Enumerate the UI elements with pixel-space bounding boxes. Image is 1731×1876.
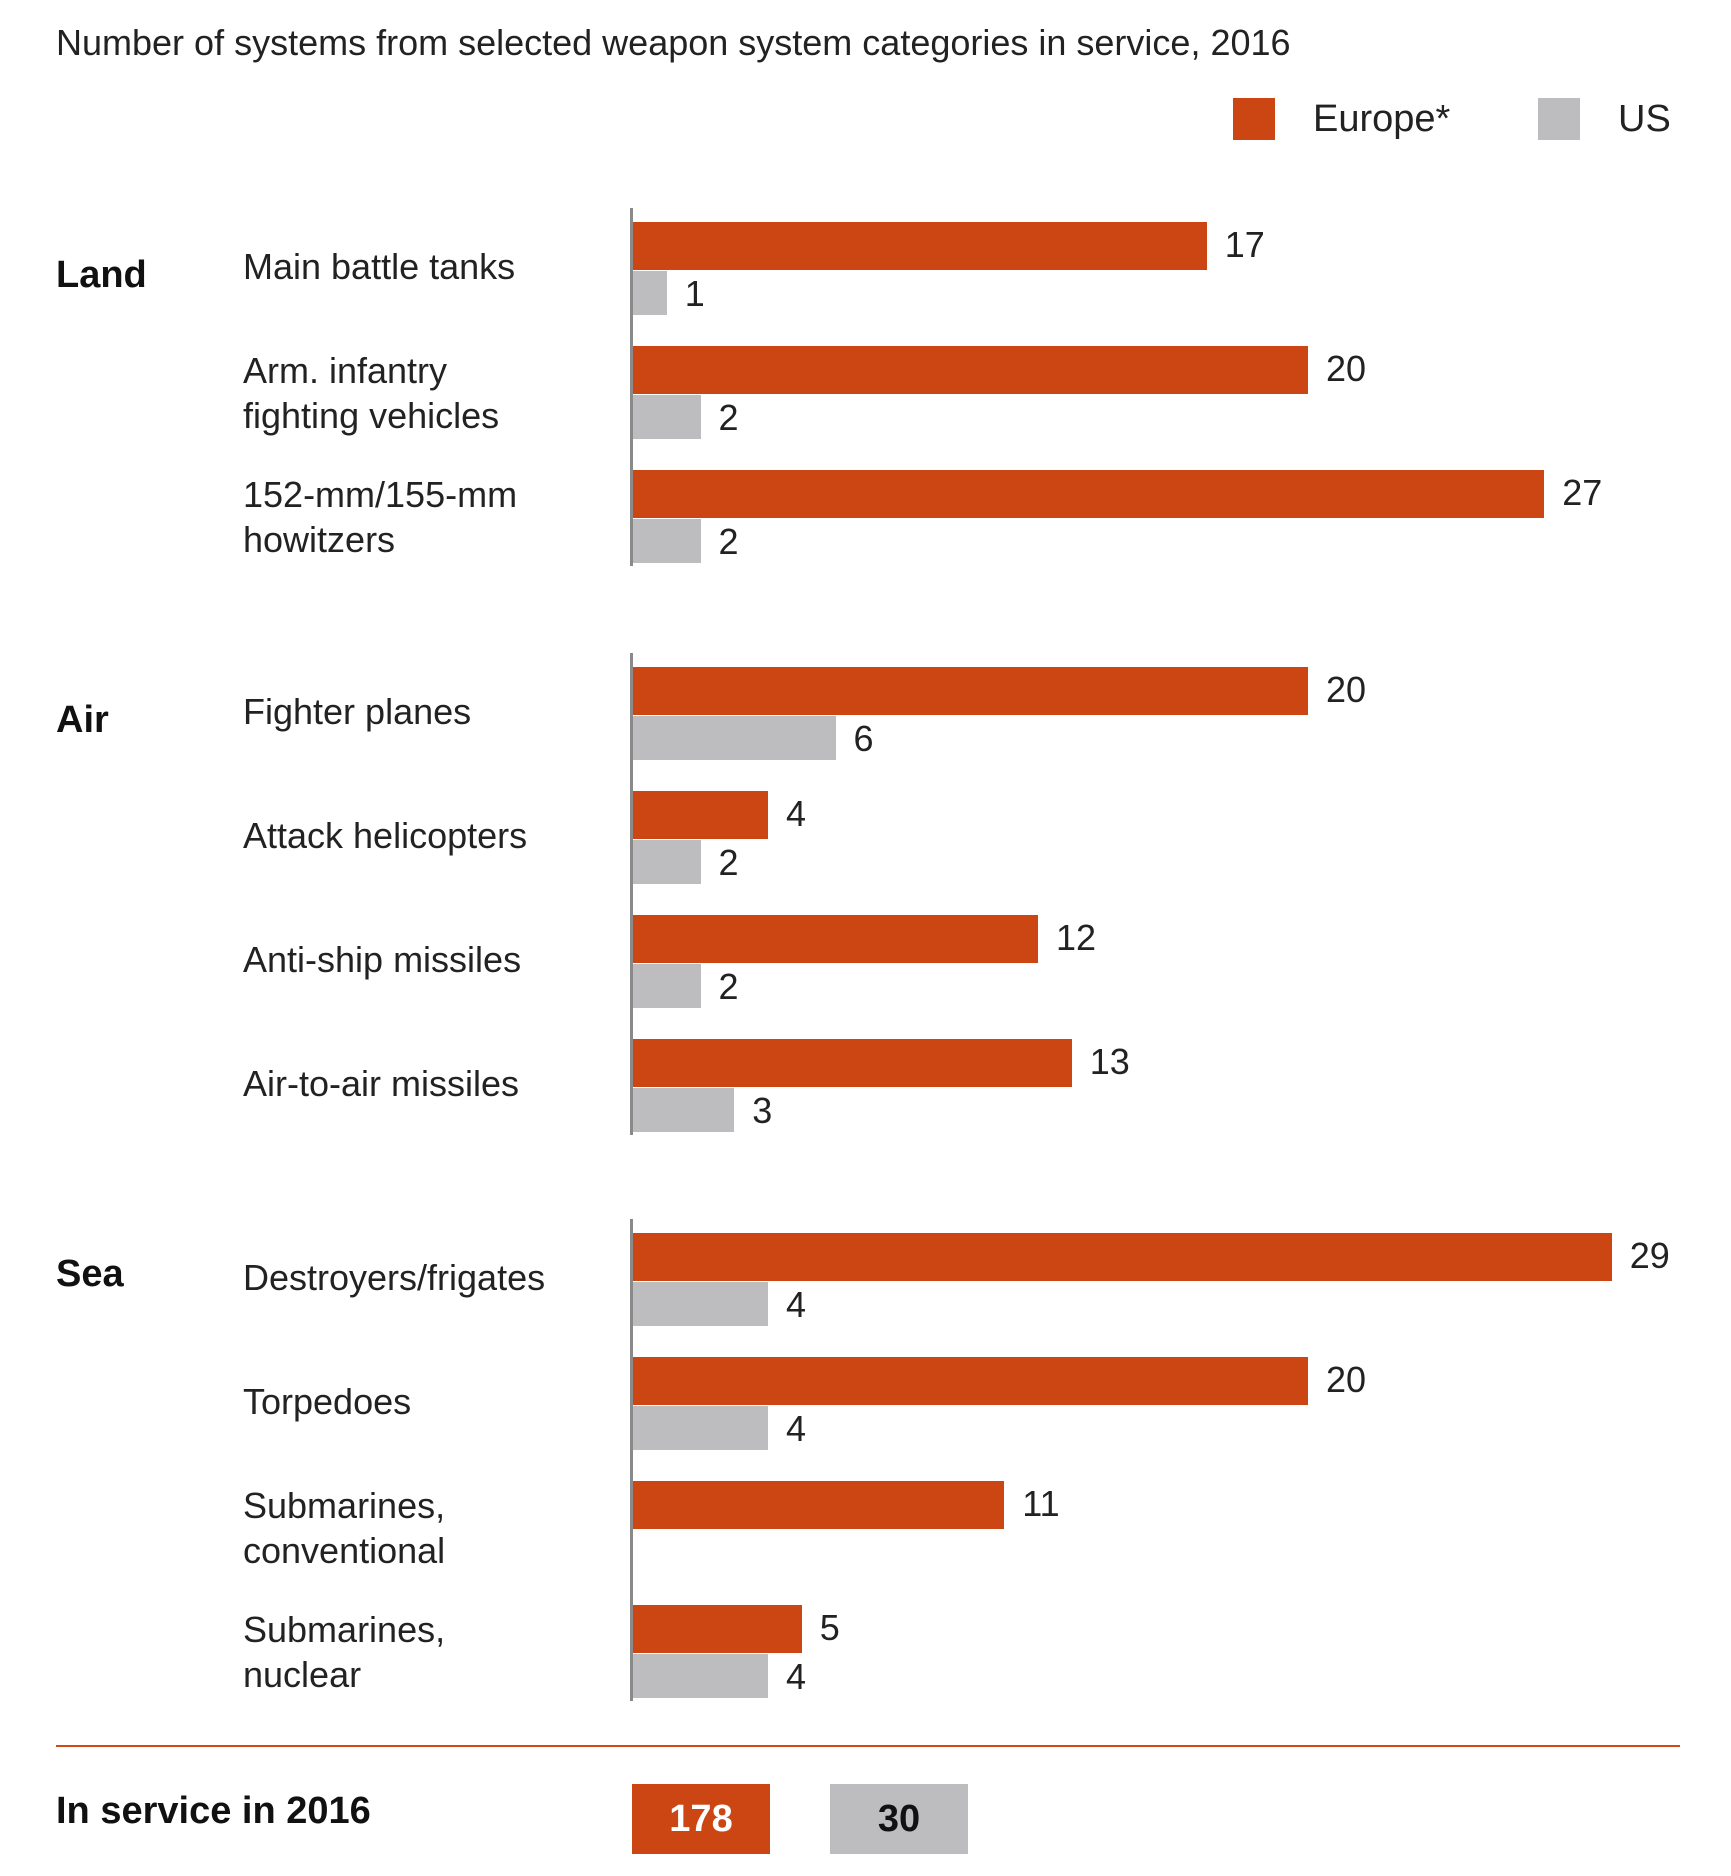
bar-us — [633, 964, 701, 1008]
chart-title: Number of systems from selected weapon s… — [56, 22, 1291, 63]
category-label: Arm. infantry fighting vehicles — [243, 350, 500, 436]
bar-us — [633, 271, 667, 315]
bar-us — [633, 1282, 768, 1326]
value-label-us: 4 — [786, 1656, 807, 1697]
value-label-europe: 12 — [1056, 917, 1097, 958]
bar-us — [633, 395, 701, 439]
bar-us — [633, 1654, 768, 1698]
total-us-box: 30 — [830, 1784, 968, 1854]
category-label: Destroyers/frigates — [243, 1257, 546, 1298]
category-label: 152-mm/155-mm howitzers — [243, 474, 518, 560]
bar-europe — [633, 1605, 802, 1653]
legend-swatch-europe — [1233, 98, 1275, 140]
category-label: Fighter planes — [243, 691, 472, 732]
category-label: Submarines, conventional — [243, 1485, 446, 1571]
bar-europe — [633, 791, 768, 839]
value-label-us: 2 — [718, 966, 739, 1007]
legend-label-us: US — [1618, 97, 1671, 140]
total-europe-box: 178 — [632, 1784, 770, 1854]
bar-europe — [633, 915, 1038, 963]
bar-europe — [633, 346, 1308, 394]
legend-swatch-us — [1538, 98, 1580, 140]
value-label-europe: 11 — [1022, 1483, 1060, 1524]
category-label: Attack helicopters — [243, 815, 528, 856]
value-label-europe: 27 — [1562, 472, 1603, 513]
totals-label: In service in 2016 — [56, 1790, 371, 1832]
legend-item-us: US — [1538, 98, 1671, 140]
axis-line-sea — [630, 1219, 633, 1701]
bar-us — [633, 1088, 735, 1132]
bar-europe — [633, 1357, 1308, 1405]
value-label-us: 3 — [752, 1090, 773, 1131]
value-label-us: 2 — [718, 521, 739, 562]
value-label-us: 2 — [718, 397, 739, 438]
value-label-us: 4 — [786, 1284, 807, 1325]
category-label: Main battle tanks — [243, 246, 516, 287]
legend-label-europe: Europe* — [1313, 97, 1451, 140]
category-label: Anti-ship missiles — [243, 939, 522, 980]
axis-line-air — [630, 653, 633, 1135]
category-label: Air-to-air missiles — [243, 1063, 520, 1104]
bar-us — [633, 519, 701, 563]
value-label-us: 4 — [786, 1408, 807, 1449]
bar-us — [633, 1406, 768, 1450]
value-label-europe: 20 — [1326, 348, 1367, 389]
value-label-europe: 5 — [819, 1607, 840, 1648]
bar-europe — [633, 1233, 1612, 1281]
value-label-us: 6 — [853, 718, 874, 759]
bar-europe — [633, 1481, 1005, 1529]
bar-europe — [633, 1039, 1072, 1087]
section-title-sea: Sea — [56, 1253, 124, 1295]
value-label-us: 2 — [718, 842, 739, 883]
legend-item-europe: Europe* — [1233, 98, 1450, 140]
category-label: Submarines, nuclear — [243, 1609, 446, 1695]
value-label-europe: 29 — [1629, 1235, 1670, 1276]
value-label-us: 1 — [684, 273, 705, 314]
section-title-land: Land — [56, 254, 147, 296]
axis-line-land — [630, 208, 633, 566]
value-label-europe: 4 — [786, 793, 807, 834]
bar-europe — [633, 222, 1207, 270]
bar-us — [633, 716, 836, 760]
bar-us — [633, 840, 701, 884]
totals-divider — [56, 1745, 1680, 1747]
value-label-europe: 13 — [1089, 1041, 1130, 1082]
section-title-air: Air — [56, 699, 109, 741]
value-label-europe: 20 — [1326, 1359, 1367, 1400]
value-label-europe: 20 — [1326, 669, 1367, 710]
value-label-europe: 17 — [1224, 224, 1265, 265]
bar-europe — [633, 470, 1545, 518]
bar-europe — [633, 667, 1308, 715]
category-label: Torpedoes — [243, 1381, 412, 1422]
